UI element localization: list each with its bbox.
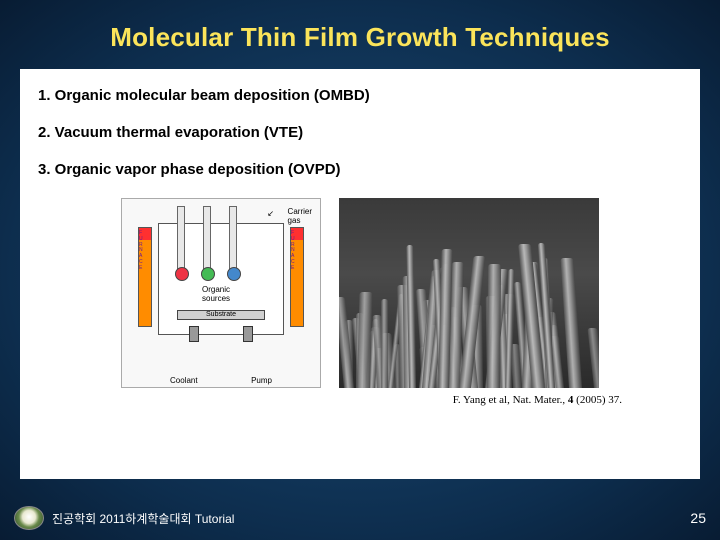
carrier-arrow-icon: ↙ [267, 209, 274, 218]
carrier-gas-label: Carrier gas [288, 207, 312, 225]
figure-citation: F. Yang et al, Nat. Mater., 4 (2005) 37. [38, 394, 682, 406]
figures-row: ↙ Carrier gas FURNACE FURNACE Substrate [38, 198, 682, 388]
technique-2: 2. Vacuum thermal evaporation (VTE) [38, 124, 682, 141]
furnace-left-label: FURNACE [139, 231, 143, 272]
sem-pillar [487, 264, 501, 388]
sem-pillar [587, 328, 599, 388]
sem-pillar [381, 299, 389, 388]
sem-pillar [357, 292, 372, 388]
source-bulb-green [201, 267, 215, 281]
footer-text: 진공학회 2011하계학술대회 Tutorial [52, 510, 234, 527]
ovpd-schematic: ↙ Carrier gas FURNACE FURNACE Substrate [121, 198, 321, 388]
technique-1: 1. Organic molecular beam deposition (OM… [38, 87, 682, 104]
source-bulb-blue [227, 267, 241, 281]
source-bulb-red [175, 267, 189, 281]
furnace-right-label: FURNACE [291, 231, 295, 272]
source-tube-1 [177, 206, 185, 276]
sem-micrograph [339, 198, 599, 388]
furnace-left: FURNACE [138, 227, 152, 327]
furnace-right: FURNACE [290, 227, 304, 327]
society-logo-icon [14, 506, 44, 530]
coolant-label: Coolant [170, 376, 198, 385]
coolant-valve-icon [189, 326, 199, 342]
source-tube-2 [203, 206, 211, 276]
slide-title: Molecular Thin Film Growth Techniques [0, 0, 720, 61]
technique-3: 3. Organic vapor phase deposition (OVPD) [38, 161, 682, 178]
ovpd-chamber: Substrate [158, 223, 284, 335]
pump-label: Pump [251, 376, 272, 385]
substrate-plate: Substrate [177, 310, 265, 320]
sem-pillar [561, 258, 582, 388]
page-number: 25 [690, 510, 706, 526]
substrate-label: Substrate [178, 311, 264, 318]
pump-valve-icon [243, 326, 253, 342]
source-tube-3 [229, 206, 237, 276]
content-panel: 1. Organic molecular beam deposition (OM… [20, 69, 700, 479]
organic-sources-label: Organic sources [202, 285, 230, 303]
footer-left: 진공학회 2011하계학술대회 Tutorial [14, 506, 234, 530]
slide-footer: 진공학회 2011하계학술대회 Tutorial 25 [14, 506, 706, 530]
